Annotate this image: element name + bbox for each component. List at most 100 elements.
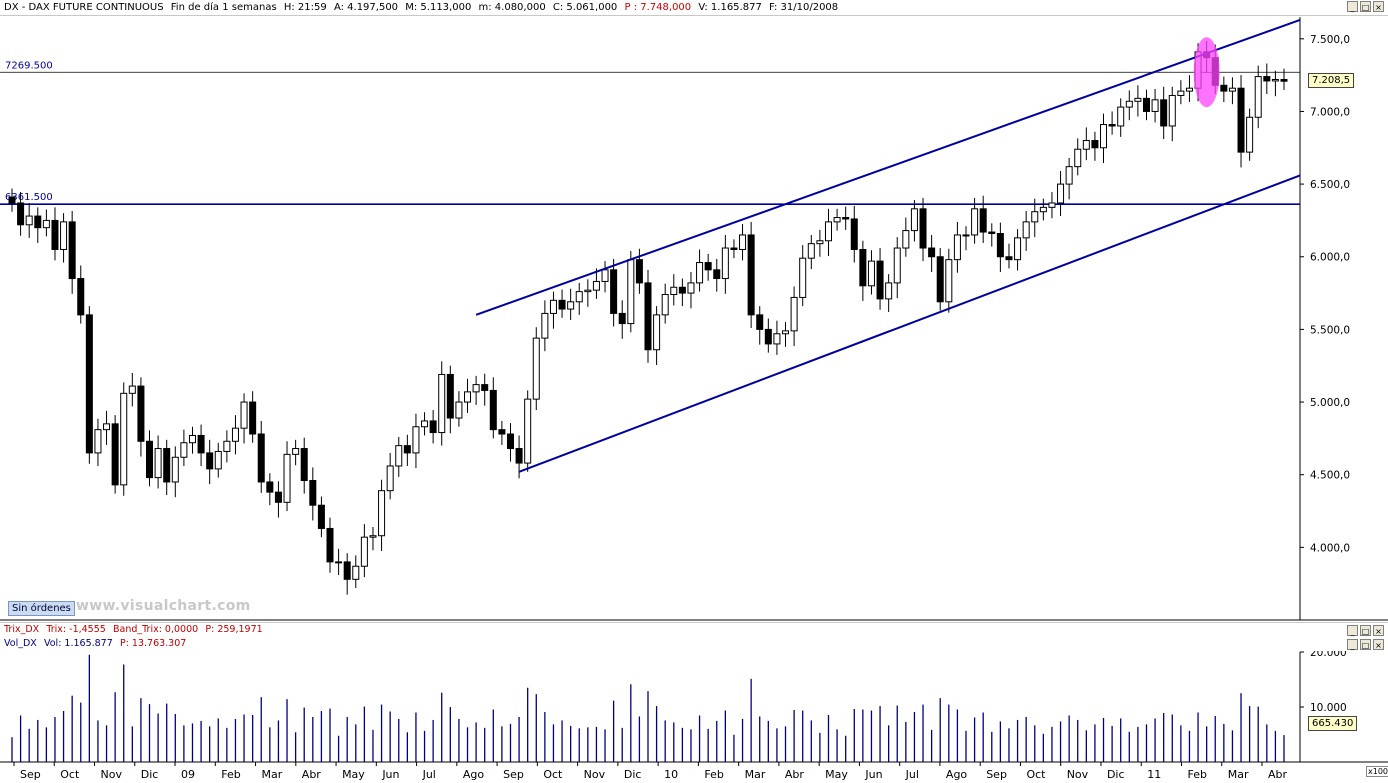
y-tick-label: 6.000,0 (1310, 252, 1350, 264)
candle-down (343, 561, 351, 580)
candle-up (893, 247, 901, 284)
candle-up (378, 490, 386, 537)
x-tick-label: Jul (422, 768, 436, 781)
vol-p: P: 13.763.307 (119, 638, 187, 649)
candle-up (584, 289, 592, 293)
x-tick-label: Dic (624, 768, 642, 781)
candle-up (395, 445, 403, 467)
candle-down (515, 448, 523, 464)
candle-up (94, 429, 102, 454)
candle-down (326, 527, 334, 563)
candle-down (936, 256, 944, 303)
candle-up (1246, 116, 1254, 153)
trix-close-button[interactable]: × (1373, 625, 1384, 636)
candle-up (885, 282, 893, 300)
candle-down (489, 389, 497, 431)
candle-down (1237, 87, 1245, 153)
candle-up (421, 420, 429, 428)
candle-down (274, 491, 282, 503)
candle-up (1177, 90, 1185, 96)
highlight-ellipse (1193, 37, 1220, 108)
candle-up (687, 282, 695, 294)
x-tick-label: Oct (60, 768, 80, 781)
candle-up (103, 423, 111, 431)
candle-up (833, 217, 841, 223)
last-price-badge: 7.208,5 (1308, 73, 1355, 88)
candle-up (524, 398, 532, 464)
candle-down (77, 278, 85, 316)
channel-lower-line (518, 174, 1301, 473)
vol-name: Vol_DX (4, 638, 37, 649)
candle-up (412, 426, 420, 454)
candle-down (481, 384, 489, 391)
candle-up (653, 314, 661, 351)
x-tick-label: Jul (905, 768, 919, 781)
trix-band: Band_Trix: 0,0000 (113, 624, 199, 635)
candle-down (249, 401, 257, 435)
x-tick-label: Dic (141, 768, 159, 781)
candle-up (790, 296, 798, 332)
candle-down (429, 420, 437, 434)
channel-upper-line (475, 18, 1301, 316)
x-tick-label: Nov (101, 768, 123, 781)
candle-down (403, 445, 411, 454)
candle-down (68, 221, 76, 280)
x-tick-label: Mar (262, 768, 283, 781)
candle-up (773, 333, 781, 345)
maximize-button[interactable]: □ (1360, 1, 1371, 12)
trix-maximize-button[interactable]: □ (1360, 625, 1371, 636)
candle-up (1022, 221, 1030, 239)
x-tick-label: Abr (785, 768, 805, 781)
x-tick-label: May (342, 768, 365, 781)
candle-down (257, 433, 265, 483)
candle-down (1142, 97, 1150, 112)
candle-down (713, 269, 721, 280)
x-tick-label: Mar (745, 768, 766, 781)
x-tick-label: May (825, 768, 848, 781)
period-label: Fin de día 1 semanas (170, 2, 277, 13)
volume-indicator-header: Vol_DX Vol: 1.165.877 P: 13.763.307 _ □ … (0, 637, 1388, 651)
candle-down (266, 481, 274, 493)
candle-up (154, 448, 162, 479)
volume-tick-label: 10.000 (1310, 702, 1347, 714)
candle-down (197, 434, 205, 454)
candle-up (42, 219, 50, 229)
candle-down (1160, 99, 1168, 127)
candle-down (146, 440, 154, 479)
vol-close-button[interactable]: × (1373, 639, 1384, 650)
candle-up (120, 392, 128, 486)
candle-up (1014, 237, 1022, 261)
volume-scale-label: x100 (1366, 766, 1388, 777)
candle-up (352, 565, 360, 580)
candle-down (17, 202, 25, 226)
orders-status[interactable]: Sin órdenes (8, 601, 75, 616)
candle-down (1005, 256, 1013, 261)
candle-up (472, 384, 480, 393)
trix-minimize-button[interactable]: _ (1347, 625, 1358, 636)
candle-up (1125, 100, 1133, 108)
vol-minimize-button[interactable]: _ (1347, 639, 1358, 650)
candle-down (979, 208, 987, 233)
candle-up (369, 535, 377, 538)
candle-up (1168, 94, 1176, 127)
candle-up (867, 260, 875, 287)
candle-down (51, 219, 59, 250)
x-tick-label: Abr (302, 768, 322, 781)
candle-up (223, 440, 231, 452)
close-button[interactable]: × (1373, 1, 1384, 12)
candle-down (635, 259, 643, 284)
candle-down (1220, 84, 1228, 92)
vol-value: Vol: 1.165.877 (43, 638, 113, 649)
vol-maximize-button[interactable]: □ (1360, 639, 1371, 650)
x-tick-label: Mar (1228, 768, 1249, 781)
candle-up (1117, 106, 1125, 127)
candle-down (34, 215, 42, 229)
x-tick-label: Ago (463, 768, 485, 781)
candle-down (446, 373, 454, 419)
candle-down (1108, 124, 1116, 127)
minimize-button[interactable]: _ (1347, 1, 1358, 12)
candle-down (996, 232, 1004, 258)
candle-up (902, 230, 910, 249)
candle-up (953, 234, 961, 261)
